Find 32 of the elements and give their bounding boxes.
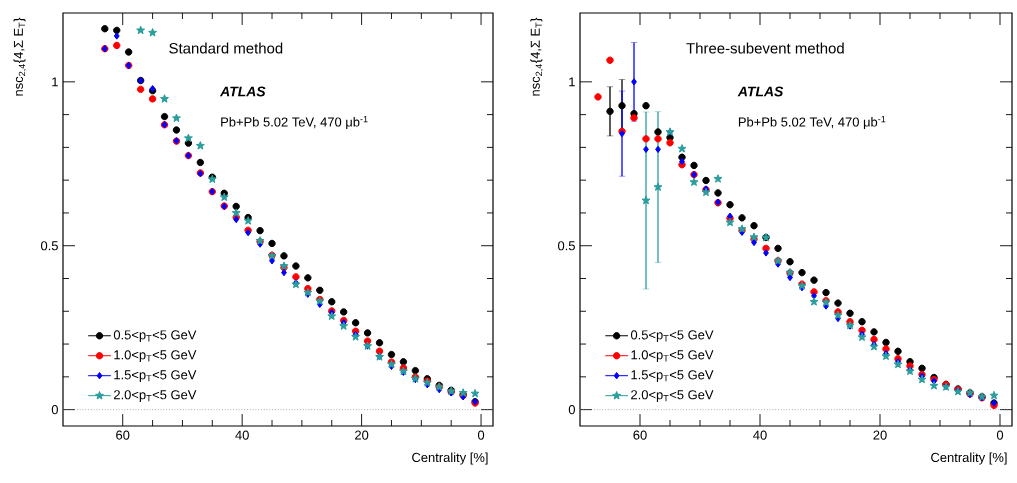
x-tick-label: 0 <box>996 430 1004 440</box>
legend-label: 0.5<p$_{T}$<5 GeV <box>630 330 714 342</box>
x-tick-label: 60 <box>116 430 130 440</box>
x-tick-label: 20 <box>355 430 369 440</box>
legend-label: 1.0<p$_{T}$<5 GeV <box>114 350 197 362</box>
legend-label: 1.0<p$_{T}$<5 GeV <box>631 350 714 362</box>
y-tick-label: 1 <box>569 77 575 87</box>
annotation: Pb+Pb 5.02 TeV, 470 μb$^{-1}$ <box>221 115 368 129</box>
annotation: Standard method <box>169 42 283 54</box>
x-tick-label: 0 <box>477 430 485 440</box>
legend-label: 0.5<p$_{T}$<5 GeV <box>113 330 197 342</box>
annotation: Three-subevent method <box>686 42 844 54</box>
legend-label: 2.0<p$_{T}$<5 GeV <box>631 390 714 402</box>
annotation: Pb+Pb 5.02 TeV, 470 μb$^{-1}$ <box>738 115 886 129</box>
x-tick-label: 40 <box>235 430 249 440</box>
y-axis-title: nsc$_{2,4}${4,Σ E$_{T}$} <box>13 17 27 96</box>
x-axis-title: Centrality [%] <box>412 452 488 465</box>
x-tick-label: 60 <box>633 430 647 440</box>
x-tick-label: 20 <box>873 430 887 440</box>
y-tick-label: 0 <box>51 405 58 415</box>
x-tick-label: 40 <box>753 430 767 440</box>
legend-label: 1.5<p$_{T}$<5 GeV <box>631 370 714 382</box>
y-axis-title: nsc$_{2,4}${4,Σ E$_{T}$} <box>530 17 544 96</box>
y-tick-label: 0.5 <box>557 241 575 251</box>
legend-label: 1.5<p$_{T}$<5 GeV <box>114 370 197 382</box>
x-axis-title: Centrality [%] <box>931 452 1007 465</box>
annotation: ATLAS <box>219 86 266 97</box>
legend-label: 2.0<p$_{T}$<5 GeV <box>114 390 197 402</box>
y-tick-label: 1 <box>52 77 58 87</box>
y-tick-label: 0 <box>568 405 575 415</box>
y-tick-label: 0.5 <box>40 241 58 251</box>
annotation: ATLAS <box>737 86 784 97</box>
